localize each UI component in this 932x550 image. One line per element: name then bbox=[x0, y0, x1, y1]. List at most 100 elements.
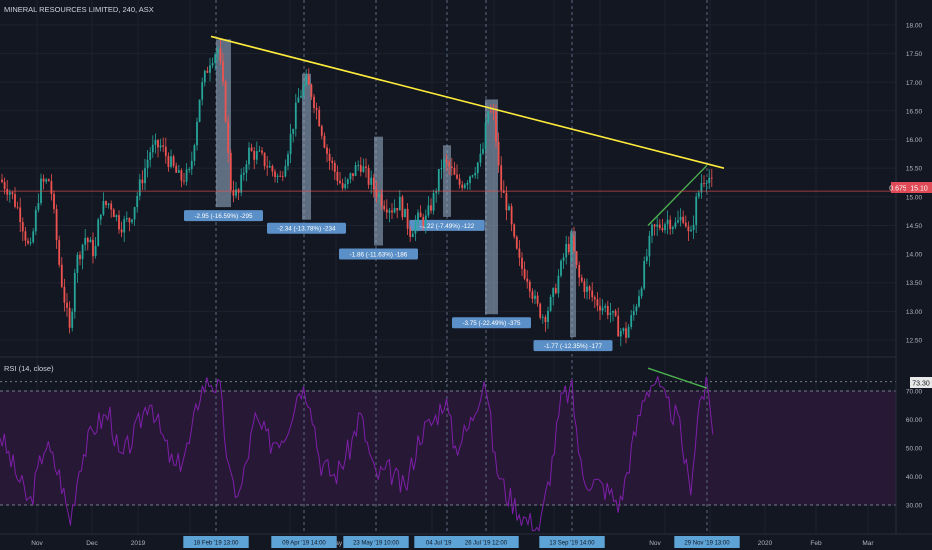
price-countdown-label: 0.675 bbox=[889, 186, 907, 193]
candle-body bbox=[367, 167, 370, 185]
time-tick-label: 2020 bbox=[758, 540, 773, 547]
candle-body bbox=[544, 317, 547, 323]
candle-body bbox=[692, 224, 695, 230]
candle-body bbox=[557, 275, 560, 294]
candle-body bbox=[339, 180, 341, 184]
candle-body bbox=[94, 246, 97, 257]
rsi-divergence-line[interactable] bbox=[647, 367, 708, 389]
candle-body bbox=[245, 164, 248, 173]
candle-body bbox=[601, 307, 604, 311]
candle-body bbox=[679, 216, 682, 221]
candle-body bbox=[193, 145, 196, 161]
measurement-boxes[interactable]: -2.95 (-16.59%) -295 -2.34 (-13.78%) -234… bbox=[184, 39, 613, 352]
candle-body bbox=[164, 146, 167, 157]
candle-body bbox=[677, 220, 679, 223]
time-tick-label: Mar bbox=[862, 540, 874, 547]
candle-body bbox=[422, 217, 425, 226]
candle-body bbox=[500, 165, 503, 191]
candle-body bbox=[448, 162, 451, 167]
candle-body bbox=[411, 233, 414, 238]
time-tick-label: Feb bbox=[810, 540, 822, 547]
rsi-axis[interactable]: 70.00 60.00 50.00 40.00 30.00 bbox=[906, 389, 923, 510]
candle-body bbox=[419, 212, 422, 218]
candle-body bbox=[625, 328, 627, 338]
candle-body bbox=[279, 175, 282, 177]
candle-body bbox=[424, 215, 427, 226]
candle-body bbox=[11, 192, 14, 195]
candle-body bbox=[107, 203, 110, 205]
candle-body bbox=[458, 178, 461, 185]
candle-body bbox=[502, 190, 505, 193]
candle-body bbox=[47, 179, 50, 182]
candle-body bbox=[656, 224, 659, 227]
candle-body bbox=[188, 169, 191, 170]
candle-body bbox=[292, 128, 295, 134]
candle-body bbox=[8, 192, 11, 195]
candle-body bbox=[27, 240, 29, 244]
candle-body bbox=[66, 302, 68, 308]
candle-body bbox=[549, 296, 552, 311]
candle-body bbox=[53, 193, 55, 209]
candle-body bbox=[16, 206, 19, 208]
candle-body bbox=[313, 96, 315, 108]
candle-body bbox=[593, 297, 596, 300]
candle-body bbox=[50, 181, 53, 194]
candle-body bbox=[648, 235, 651, 257]
measurement-box bbox=[485, 99, 498, 315]
time-tick-label: Nov bbox=[649, 540, 661, 547]
candle-body bbox=[710, 177, 713, 179]
candle-body bbox=[29, 242, 32, 244]
candle-body bbox=[703, 183, 705, 184]
candle-body bbox=[128, 218, 131, 223]
candle-body bbox=[487, 111, 490, 123]
price-tick-label: 15.50 bbox=[906, 166, 923, 173]
candle-body bbox=[638, 296, 640, 307]
candle-body bbox=[58, 240, 61, 265]
candle-body bbox=[92, 239, 94, 257]
price-tick-label: 17.00 bbox=[906, 80, 923, 87]
candle-body bbox=[357, 165, 360, 166]
measurement-label-bg bbox=[409, 219, 485, 231]
candle-body bbox=[328, 153, 331, 161]
measurement-label: -2.34 (-13.78%) -234 bbox=[277, 226, 336, 233]
candle-body bbox=[6, 189, 9, 195]
price-divergence-line[interactable] bbox=[647, 164, 708, 226]
time-axis[interactable]: NovDec2019FebMayJulSepOctNov2020FebMar18… bbox=[31, 536, 874, 548]
candlestick-series bbox=[1, 38, 713, 347]
candle-body bbox=[68, 307, 71, 328]
candle-body bbox=[365, 166, 367, 168]
candle-body bbox=[372, 177, 375, 190]
candle-body bbox=[495, 111, 497, 142]
candle-body bbox=[669, 219, 672, 230]
candle-body bbox=[510, 206, 513, 225]
price-axis[interactable]: 18.00 17.50 17.00 16.50 16.00 15.50 15.00 14.50… bbox=[906, 23, 923, 345]
measurement-label: -2.95 (-16.59%) -295 bbox=[194, 213, 253, 220]
candle-body bbox=[565, 243, 568, 258]
price-tick-label: 16.00 bbox=[906, 137, 923, 144]
measurement-label-bg bbox=[184, 210, 263, 222]
candle-body bbox=[645, 256, 648, 262]
candle-body bbox=[484, 122, 487, 150]
measurement-label-bg bbox=[533, 340, 613, 352]
candle-body bbox=[700, 183, 703, 193]
candle-body bbox=[440, 168, 443, 169]
candle-body bbox=[185, 169, 188, 182]
candle-body bbox=[567, 243, 570, 253]
date-badge bbox=[674, 536, 740, 548]
candle-body bbox=[136, 195, 139, 208]
candle-body bbox=[242, 172, 245, 175]
measurement-label: -3.75 (-22.49%) -375 bbox=[462, 320, 521, 327]
candle-body bbox=[157, 140, 159, 148]
candle-body bbox=[206, 70, 209, 73]
measurement-box bbox=[302, 73, 311, 220]
candle-body bbox=[341, 183, 344, 189]
candle-body bbox=[115, 215, 118, 218]
candle-body bbox=[32, 231, 35, 243]
resistance-trendline[interactable] bbox=[210, 35, 725, 169]
candle-body bbox=[318, 109, 321, 127]
candle-body bbox=[396, 208, 399, 211]
date-badge bbox=[343, 536, 409, 548]
candle-body bbox=[674, 222, 677, 228]
candle-body bbox=[560, 260, 562, 276]
